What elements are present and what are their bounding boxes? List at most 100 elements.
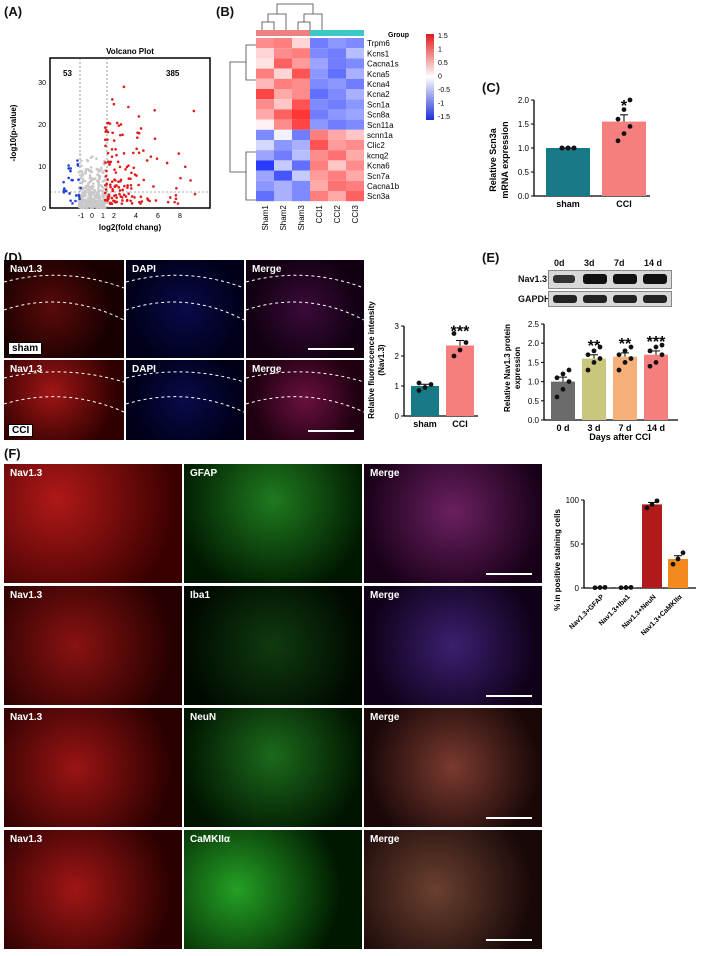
volcano-point-ns: [80, 170, 83, 173]
chart-fluorescence: Relative fluorescence intensity (Nav1.3)…: [367, 301, 478, 429]
volcano-point-up: [124, 195, 128, 198]
heatmap-cell: [274, 58, 292, 69]
significance-marker: **: [619, 336, 632, 353]
volcano-point-up: [137, 151, 141, 155]
heatmap-cell: [256, 99, 274, 110]
y-tick-label: 0: [575, 584, 580, 593]
volcano-point-ns: [78, 201, 81, 205]
data-point: [621, 131, 627, 136]
heatmap-cell: [292, 89, 310, 100]
heatmap-gene-label: Clic2: [367, 141, 385, 150]
volcano-point-up: [110, 155, 114, 158]
data-point: [597, 356, 603, 361]
heatmap-sample-label: CCI3: [351, 205, 360, 224]
volcano-xlabel: log2(fold chang): [99, 223, 162, 232]
heatmap-cell: [256, 38, 274, 49]
heatmap-cell: [292, 140, 310, 151]
panel-f-image-grid: Nav1.3 GFAP Merge Nav1.3 Iba1 Merge Nav1.3 NeuN…: [4, 464, 546, 952]
volcano-point-ns: [99, 168, 103, 172]
heatmap-cell: [292, 68, 310, 79]
data-point: [623, 585, 629, 590]
image-label: Nav1.3: [10, 264, 43, 275]
heatmap-cell: [256, 48, 274, 59]
data-point: [616, 367, 622, 373]
volcano-point-up: [110, 202, 114, 206]
volcano-point-ns: [97, 188, 100, 191]
image-label: Merge: [370, 590, 400, 601]
volcano-point-up: [130, 171, 133, 175]
category-label: 7 d: [618, 423, 631, 433]
y-tick-label: 1.5: [528, 358, 540, 367]
volcano-point-up: [129, 177, 132, 181]
image-label: Merge: [370, 834, 400, 845]
data-point: [592, 585, 598, 591]
heatmap-cell: [346, 160, 364, 171]
image-label: CaMKIIα: [190, 834, 231, 845]
data-point: [422, 385, 428, 390]
volcano-point-ns: [84, 201, 87, 205]
heatmap-gene-label: Scn7a: [367, 172, 390, 181]
volcano-point-up: [116, 160, 120, 164]
volcano-point-ns: [83, 179, 87, 183]
volcano-point-ns: [88, 174, 92, 177]
volcano-point-up: [110, 148, 114, 151]
heatmap-cell: [292, 48, 310, 59]
bar: [446, 345, 474, 416]
volcano-point-up: [117, 124, 121, 127]
heatmap-cell: [310, 109, 328, 120]
image-d-cci-dapi: DAPI: [126, 360, 244, 440]
volcano-point-ns: [87, 193, 91, 197]
category-label: 3 d: [587, 423, 600, 433]
data-point: [416, 388, 422, 393]
volcano-point-up: [133, 196, 136, 199]
heatmap-cells: [256, 38, 364, 202]
volcano-point-ns: [85, 206, 88, 210]
volcano-point-up: [129, 183, 133, 187]
volcano-point-ns: [97, 197, 100, 200]
volcano-point-ns: [88, 186, 91, 189]
heatmap-gene-label: Kcna2: [367, 90, 390, 99]
heatmap-sample-label: CCI2: [333, 205, 342, 224]
category-label: sham: [413, 419, 437, 429]
volcano-point-ns: [89, 203, 93, 207]
category-label: 14 d: [647, 423, 665, 433]
y-tick-label: 100: [566, 496, 580, 505]
volcano-point-up: [117, 180, 120, 183]
heatmap-cell: [346, 150, 364, 161]
volcano-point-up: [104, 130, 107, 133]
volcano-point-ns: [87, 204, 90, 208]
volcano-point-up: [119, 123, 123, 126]
volcano-point-up: [106, 130, 110, 134]
heatmap-sample-label: Sham1: [261, 205, 270, 231]
heatmap-cell: [292, 38, 310, 49]
volcano-point-up: [133, 173, 137, 176]
y-tick-label: 1: [395, 382, 400, 391]
data-point: [457, 347, 463, 353]
volcano-point-up: [112, 102, 116, 106]
heatmap-cell: [274, 129, 292, 140]
data-point: [647, 363, 653, 369]
volcano-point-up: [120, 202, 124, 205]
image-d-sham-nav13: Nav1.3 sham: [4, 260, 124, 358]
volcano-point-down: [69, 169, 72, 173]
volcano-point-up: [108, 162, 111, 165]
volcano-point-up: [130, 195, 134, 198]
heatmap-cell: [328, 109, 346, 120]
heatmap-cell: [274, 48, 292, 59]
volcano-point-ns: [101, 195, 105, 199]
image-d-sham-merge: Merge: [246, 260, 364, 358]
volcano-point-down: [62, 190, 66, 194]
volcano-point-down: [64, 189, 68, 193]
heatmap-cell: [292, 58, 310, 69]
volcano-point-up: [153, 137, 157, 140]
column-dendrogram: [261, 3, 323, 30]
volcano-point-ns: [101, 180, 105, 183]
heatmap-cell: [328, 180, 346, 191]
volcano-point-up: [104, 144, 107, 148]
image-label: Nav1.3: [10, 364, 43, 375]
volcano-point-down: [71, 178, 74, 182]
heatmap-cell: [256, 119, 274, 130]
data-point: [659, 342, 665, 348]
heatmap-cell: [292, 150, 310, 161]
